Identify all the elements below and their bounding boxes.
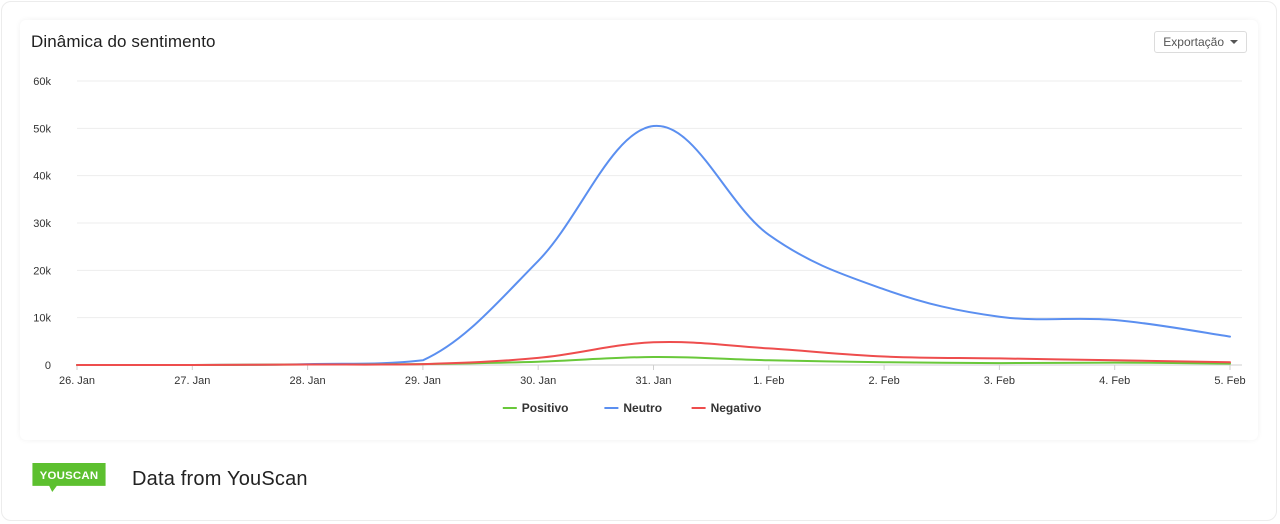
chart-title: Dinâmica do sentimento <box>31 32 216 51</box>
x-tick-label: 28. Jan <box>290 375 326 387</box>
sentiment-chart: 0 10k 20k 30k 40k 50k 60k 26. Jan 27. Jan 28. Jan… <box>33 76 1245 415</box>
caret-down-icon <box>1230 40 1238 44</box>
logo-text: YOUSCAN <box>40 470 99 482</box>
x-tick-label: 27. Jan <box>174 375 210 387</box>
x-tick-label: 4. Feb <box>1099 375 1130 387</box>
youscan-logo: YOUSCAN <box>32 463 106 492</box>
x-tick-label: 30. Jan <box>520 375 556 387</box>
y-tick-label: 60k <box>33 76 51 88</box>
x-tick-label: 29. Jan <box>405 375 441 387</box>
series-line-neutro <box>76 124 1231 366</box>
x-tick-label: 1. Feb <box>753 375 784 387</box>
footer-source-text: Data from YouScan <box>132 468 308 490</box>
legend-label: Neutro <box>623 401 662 415</box>
x-tick-label: 2. Feb <box>869 375 900 387</box>
x-tick-label: 5. Feb <box>1214 375 1245 387</box>
y-tick-label: 10k <box>33 313 51 325</box>
y-tick-label: 50k <box>33 123 51 135</box>
x-tick-label: 26. Jan <box>59 375 95 387</box>
y-tick-label: 0 <box>45 360 51 372</box>
legend-label: Positivo <box>522 401 569 415</box>
y-tick-label: 40k <box>33 171 51 183</box>
series-line-negativo <box>76 341 1231 366</box>
y-tick-label: 20k <box>33 265 51 277</box>
chart-card: Dinâmica do sentimento Exportação 0 10k 20… <box>20 20 1258 440</box>
x-tick-label: 31. Jan <box>635 375 671 387</box>
legend-label: Negativo <box>711 401 762 415</box>
export-label: Exportação <box>1163 35 1224 49</box>
y-tick-label: 30k <box>33 218 51 230</box>
export-button[interactable]: Exportação <box>1154 31 1247 53</box>
x-tick-label: 3. Feb <box>984 375 1015 387</box>
